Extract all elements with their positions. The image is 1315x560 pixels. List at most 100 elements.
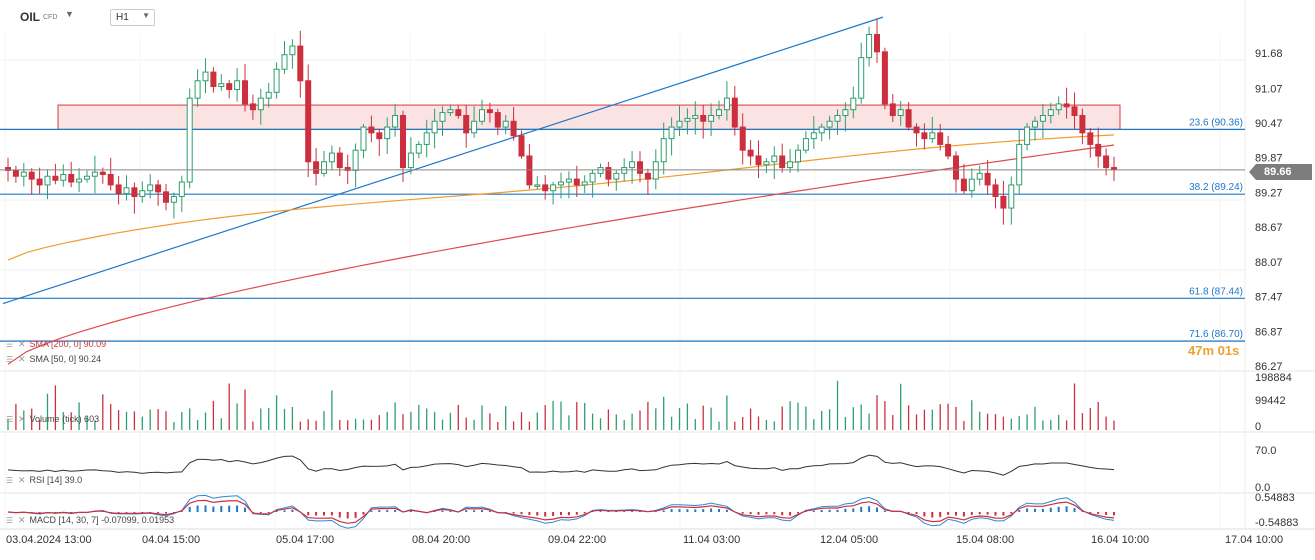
candle-body <box>605 167 612 180</box>
candle-body <box>968 178 975 192</box>
price-axis-label: 88.67 <box>1255 222 1283 234</box>
candle-body <box>1079 114 1086 134</box>
price-axis-label: 86.87 <box>1255 326 1283 338</box>
sma200-line <box>7 144 1115 365</box>
candle-body <box>194 80 201 99</box>
candle-body <box>226 83 233 90</box>
candle-body <box>392 114 399 128</box>
candle-body <box>210 71 217 88</box>
candle-timer: 47m 01s <box>1188 343 1240 358</box>
volume-axis-label: 198884 <box>1255 372 1292 384</box>
candle-body <box>802 138 809 151</box>
candle-body <box>771 155 778 163</box>
settings-icon[interactable]: ☰ <box>6 516 14 525</box>
candle-body <box>542 184 549 192</box>
candle-body <box>937 132 944 145</box>
candle-body <box>76 178 83 183</box>
candle-body <box>218 83 225 88</box>
candle-body <box>415 143 422 154</box>
candle-body <box>52 175 59 181</box>
candle-body <box>502 120 509 128</box>
price-axis-label: 89.27 <box>1255 187 1283 199</box>
fib-label: 23.6 (90.36) <box>1189 117 1243 128</box>
sma50-legend[interactable]: ☰ ✕ SMA [50, 0] 90.24 <box>6 354 102 364</box>
candle-body <box>68 173 75 183</box>
candle-body <box>360 126 367 151</box>
candle-body <box>858 57 865 99</box>
chart-toolbar: OIL CFD ▼ H1 ▼ <box>0 0 1315 34</box>
close-icon[interactable]: ✕ <box>18 515 26 525</box>
resistance-zone[interactable] <box>57 104 1121 130</box>
settings-icon[interactable]: ☰ <box>6 415 14 424</box>
chevron-down-icon[interactable]: ▼ <box>65 9 74 19</box>
price-axis-label: 91.07 <box>1255 83 1283 95</box>
candle-body <box>589 172 596 183</box>
time-axis-label: 17.04 10:00 <box>1225 534 1283 546</box>
candle-body <box>1047 109 1054 116</box>
candle-body <box>170 195 177 203</box>
price-axis-label: 88.07 <box>1255 257 1283 269</box>
candle-body <box>763 161 770 166</box>
price-axis-label: 91.68 <box>1255 48 1283 60</box>
timeframe-select[interactable]: H1 ▼ <box>110 9 155 26</box>
close-icon[interactable]: ✕ <box>18 475 26 485</box>
candle-body <box>242 80 248 105</box>
chevron-down-icon: ▼ <box>142 11 150 20</box>
candle-body <box>44 175 51 186</box>
candle-body <box>850 97 857 111</box>
candle-body <box>731 97 738 128</box>
candle-body <box>826 120 833 128</box>
rsi-axis-label: 70.0 <box>1255 445 1276 457</box>
price-axis-label: 90.47 <box>1255 118 1283 130</box>
candle-body <box>28 171 35 180</box>
volume-legend[interactable]: ☰ ✕ Volume (tick) 603 <box>6 414 100 424</box>
candle-body <box>1039 114 1046 122</box>
candle-body <box>976 172 983 180</box>
candle-body <box>526 155 533 186</box>
close-icon[interactable]: ✕ <box>18 339 26 349</box>
candle-body <box>155 184 162 193</box>
candle-body <box>305 80 312 163</box>
candle-body <box>439 112 446 122</box>
candle-body <box>289 45 296 56</box>
candle-body <box>1071 106 1078 116</box>
candle-body <box>558 181 564 186</box>
candle-body <box>36 178 43 186</box>
close-icon[interactable]: ✕ <box>18 414 26 424</box>
candle-body <box>834 114 841 122</box>
price-axis-label: 86.27 <box>1255 361 1283 373</box>
time-axis-label: 16.04 10:00 <box>1091 534 1149 546</box>
candle-body <box>795 149 801 163</box>
time-axis-label: 09.04 22:00 <box>548 534 606 546</box>
candle-body <box>131 187 138 197</box>
settings-icon[interactable]: ☰ <box>6 355 14 364</box>
candle-body <box>123 187 130 195</box>
trend-line <box>2 16 884 305</box>
candle-body <box>723 97 730 111</box>
macd-signal-line <box>7 499 1115 524</box>
candle-body <box>376 132 383 140</box>
candle-body <box>945 143 952 157</box>
macd-axis-label: -0.54883 <box>1255 517 1298 529</box>
symbol-selector[interactable]: OIL CFD <box>20 10 58 24</box>
settings-icon[interactable]: ☰ <box>6 340 14 349</box>
sma200-legend[interactable]: ☰ ✕ SMA [200, 0] 90.09 <box>6 339 107 349</box>
rsi-axis-label: 0.0 <box>1255 482 1270 494</box>
time-axis-label: 03.04.2024 13:00 <box>6 534 92 546</box>
settings-icon[interactable]: ☰ <box>6 476 14 485</box>
rsi-legend[interactable]: ☰ ✕ RSI [14] 39.0 <box>6 475 83 485</box>
close-icon[interactable]: ✕ <box>18 354 26 364</box>
candle-body <box>1087 132 1094 145</box>
candle-body <box>897 109 904 116</box>
candle-body <box>1016 143 1023 186</box>
candle-body <box>336 152 343 169</box>
candle-body <box>186 97 193 183</box>
candle-body <box>1063 103 1070 108</box>
candle-body <box>407 152 414 169</box>
candle-body <box>818 126 825 134</box>
macd-legend[interactable]: ☰ ✕ MACD [14, 30, 7] -0.07099, 0.01953 <box>6 515 175 525</box>
candle-body <box>842 109 849 116</box>
candle-body <box>423 132 430 145</box>
